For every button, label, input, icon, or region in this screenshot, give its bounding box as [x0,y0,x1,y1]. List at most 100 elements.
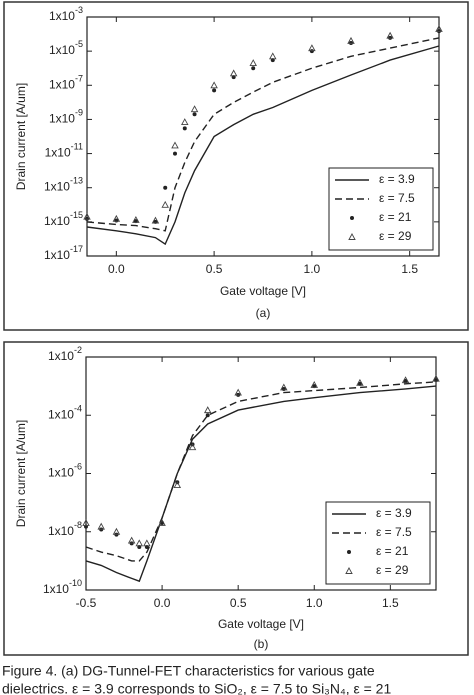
legend-swatch [345,567,353,574]
y-tick-exponent: -17 [70,244,83,254]
data-point [251,66,256,71]
y-tick-exponent: -13 [70,176,83,186]
data-point [432,374,440,382]
y-tick-base: 1x10 [49,112,75,126]
data-point [310,380,319,388]
series-line [86,37,440,232]
y-tick-base: 1x10 [45,146,71,160]
data-point [158,519,166,526]
y-tick-label: 1x10-13 [44,176,83,194]
y-tick-base: 1x10 [48,466,74,480]
y-tick-exponent: -8 [74,520,82,530]
data-point [192,112,197,117]
series-line [85,381,437,562]
panel-label: (b) [254,637,269,651]
y-tick-exponent: -4 [74,404,82,414]
data-point [280,383,288,391]
y-tick-base: 1x10 [48,349,74,363]
y-tick-exponent: -7 [75,74,83,84]
x-tick-label: 0.5 [230,596,247,610]
x-tick-label: 0.5 [206,262,223,276]
x-tick-label: 1.5 [401,262,418,276]
data-point [173,481,182,489]
y-tick-exponent: -15 [70,210,83,220]
y-tick-base: 1x10 [48,407,74,421]
y-tick-label: 1x10-4 [48,404,82,422]
legend-label: ε = 21 [376,544,409,558]
y-tick-base: 1x10 [44,214,70,228]
data-point [435,24,443,32]
data-point [229,69,238,77]
x-axis-label: Gate voltage [V] [220,284,306,298]
y-tick-base: 1x10 [44,180,70,194]
y-tick-label: 1x10-2 [48,345,82,363]
y-tick-label: 1x10-7 [49,74,83,92]
legend-box [328,167,434,251]
data-point [163,185,168,190]
caption-line: dielectrics. ε = 3.9 corresponds to SiO₂… [2,681,391,695]
plot-frame [86,16,440,257]
y-tick-label: 1x10-17 [44,244,83,262]
y-tick-exponent: -6 [74,462,82,472]
y-tick-label: 1x10-8 [48,520,82,538]
y-tick-exponent: -11 [71,142,83,152]
data-point [135,539,144,547]
data-point [386,31,394,39]
data-point [210,81,218,89]
y-tick-label: 1x10-5 [49,40,83,58]
legend-label: ε = 29 [379,229,412,243]
data-point [190,105,199,113]
legend-swatch [347,550,351,554]
legend-label: ε = 21 [379,210,412,224]
data-point [356,378,364,386]
data-point [403,378,408,383]
data-point [347,36,355,44]
legend-label: ε = 7.5 [376,525,412,539]
legend-swatch [350,216,354,220]
y-tick-base: 1x10 [44,248,70,262]
data-point [212,88,217,93]
data-point [112,527,121,535]
y-tick-label: 1x10-15 [44,210,83,228]
y-tick-base: 1x10 [43,582,69,596]
y-tick-exponent: -2 [74,345,82,355]
data-point [143,539,151,547]
data-point [83,212,91,220]
x-tick-label: 1.0 [304,262,321,276]
data-point [181,118,189,126]
y-tick-label: 1x10-11 [45,142,83,160]
data-point [171,141,179,149]
legend-label: ε = 7.5 [379,191,415,205]
data-point [182,126,187,131]
legend-box [325,501,431,585]
y-tick-label: 1x10-6 [48,462,82,480]
data-point [127,536,136,544]
x-tick-label: 1.0 [306,596,323,610]
y-axis-label: Drain current [A/um] [14,420,28,527]
panel-frame [3,1,469,331]
y-tick-label: 1x10-9 [49,108,83,126]
y-tick-exponent: -5 [75,40,83,50]
panel-frame [3,341,469,656]
data-point [249,59,257,67]
data-point [203,406,212,414]
data-point [401,376,410,384]
x-tick-label: -0.5 [76,596,97,610]
y-tick-base: 1x10 [49,43,75,57]
data-point [161,200,169,208]
data-point [97,522,105,530]
y-tick-exponent: -9 [75,108,83,118]
caption-line: Figure 4. (a) DG-Tunnel-FET characterist… [2,663,375,679]
data-point [309,49,314,54]
legend-swatch [348,233,356,240]
data-point [132,215,140,223]
x-tick-label: 0.0 [108,262,125,276]
y-tick-base: 1x10 [48,524,74,538]
data-point [112,214,121,222]
x-tick-label: 1.5 [382,596,399,610]
data-point [357,381,362,386]
y-tick-base: 1x10 [49,9,75,23]
data-point [234,388,242,396]
data-point [308,44,316,52]
